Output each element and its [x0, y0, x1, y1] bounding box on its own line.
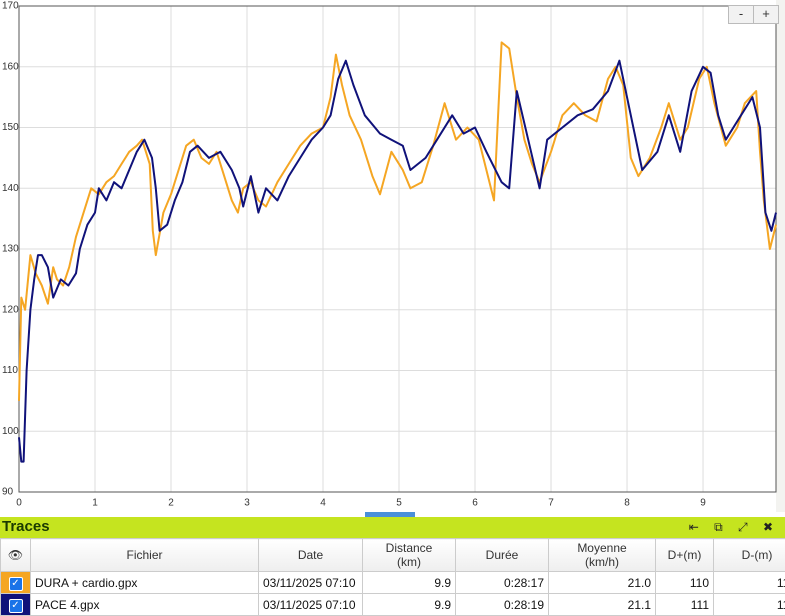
y-tick-label: 160 — [2, 61, 19, 72]
checkbox[interactable]: ✓ — [9, 577, 23, 591]
visibility-cell: ✓ — [1, 572, 31, 594]
cell: 113 — [714, 572, 785, 594]
chart: 90 100 110 120 130 140 150 160 170 0 1 2 3 4 5 6 7 8 9 — [0, 0, 785, 512]
y-tick-label: 90 — [2, 487, 14, 498]
y-tick-label: 170 — [2, 1, 19, 12]
y-tick-label: 130 — [2, 244, 19, 255]
cell: 03/11/2025 07:10 — [259, 594, 363, 616]
cell: 21.1 — [549, 594, 656, 616]
x-tick-label: 2 — [168, 498, 174, 509]
x-tick-label: 1 — [92, 498, 98, 509]
header-text: D-(m) — [742, 548, 773, 562]
cell: 111 — [656, 594, 714, 616]
column-header: D+(m) — [656, 539, 714, 572]
visibility-cell: ✓ — [1, 594, 31, 616]
cell: 9.9 — [363, 594, 456, 616]
column-header: Date — [259, 539, 363, 572]
cell: DURA + cardio.gpx — [31, 572, 259, 594]
header-text: Moyenne — [577, 541, 626, 555]
column-header: Moyenne(km/h) — [549, 539, 656, 572]
column-header: Distance(km) — [363, 539, 456, 572]
cell: 0:28:19 — [456, 594, 549, 616]
column-header: Durée — [456, 539, 549, 572]
y-tick-label: 100 — [2, 426, 19, 437]
y-tick-label: 140 — [2, 183, 19, 194]
visibility-header: 👁 — [1, 539, 31, 572]
checkbox[interactable]: ✓ — [9, 599, 23, 613]
cell: 113 — [714, 594, 785, 616]
header-text: Fichier — [126, 548, 162, 562]
header-text: (km) — [397, 555, 421, 569]
header-text: Distance — [386, 541, 433, 555]
x-tick-label: 7 — [548, 498, 554, 509]
panel-title: Traces — [2, 518, 50, 535]
header-text: Durée — [486, 548, 519, 562]
column-header: D-(m) — [714, 539, 785, 572]
header-text: D+(m) — [668, 548, 702, 562]
x-tick-label: 6 — [472, 498, 478, 509]
cell: PACE 4.gpx — [31, 594, 259, 616]
panel-header: Traces ⇤ ⧉ ⤢ ✖ — [0, 517, 785, 538]
y-tick-label: 150 — [2, 122, 19, 133]
cell: 110 — [656, 572, 714, 594]
x-tick-label: 4 — [320, 498, 326, 509]
x-tick-label: 0 — [16, 498, 22, 509]
x-tick-label: 3 — [244, 498, 250, 509]
zoom-out[interactable]: - — [728, 5, 754, 24]
cell: 03/11/2025 07:10 — [259, 572, 363, 594]
chart-background — [0, 0, 785, 512]
header-text: (km/h) — [585, 555, 619, 569]
x-tick-label: 9 — [700, 498, 706, 509]
y-tick-label: 110 — [2, 365, 18, 376]
zoom-in[interactable]: + — [753, 5, 779, 24]
column-header: Fichier — [31, 539, 259, 572]
x-tick-label: 8 — [624, 498, 630, 509]
cell: 9.9 — [363, 572, 456, 594]
map-edge — [776, 0, 785, 512]
header-text: Date — [298, 548, 323, 562]
header-row: 👁 Fichier Date Distance(km) Durée Moyenne(km/… — [1, 539, 785, 572]
cell: 21.0 — [549, 572, 656, 594]
panel-icons[interactable]: ⇤ ⧉ ⤢ ✖ — [689, 520, 779, 535]
x-tick-label: 5 — [396, 498, 402, 509]
traces-table: 👁 Fichier Date Distance(km) Durée Moyenne(km/… — [0, 538, 785, 616]
cell: 0:28:17 — [456, 572, 549, 594]
y-tick-label: 120 — [2, 304, 19, 315]
